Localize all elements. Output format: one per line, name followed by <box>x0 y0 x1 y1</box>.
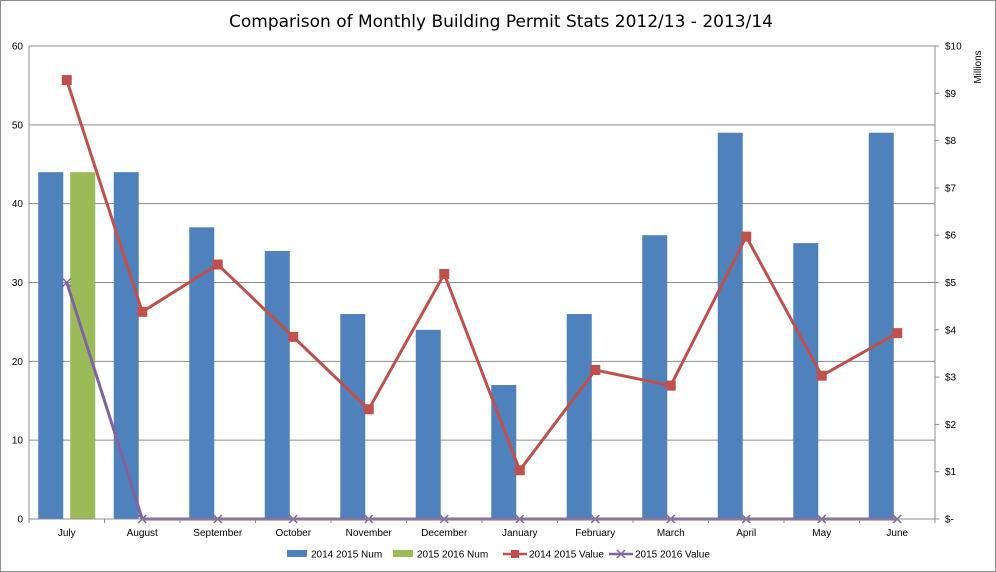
y-right-tick-label: $1 <box>945 467 957 478</box>
marker-square <box>439 268 450 279</box>
y-right-tick-label: $6 <box>945 231 957 242</box>
y-left-tick-label: 10 <box>12 436 24 447</box>
bar-2014-2015-num <box>189 227 215 520</box>
legend-label: 2015 2016 Value <box>635 550 710 561</box>
x-tick-label: November <box>346 528 393 539</box>
legend-item: 2015 2016 Num <box>393 550 488 561</box>
legend-marker <box>511 550 519 558</box>
axes-layer: 0 10 20 30 40 50 60 $- $1 $2 $3 $4 $5 $6 $7 $8 $9 $10 July… <box>12 42 962 540</box>
bar-2014-2015-num <box>868 132 894 519</box>
y-right-tick-label: $4 <box>945 325 957 336</box>
bar-2014-2015-num <box>717 132 743 519</box>
y-left-tick-label: 20 <box>12 357 24 368</box>
lines-layer <box>61 75 903 524</box>
line-2014-2015-value <box>65 79 898 474</box>
bar-2014-2015-num <box>566 314 592 519</box>
y-left-tick-label: 50 <box>12 120 24 131</box>
marker-square <box>816 370 827 381</box>
legend-label: 2014 2015 Num <box>311 550 382 561</box>
bars-layer <box>38 132 894 520</box>
legend-marker <box>616 549 626 559</box>
chart-title: Comparison of Monthly Building Permit St… <box>229 12 773 32</box>
bar-2014-2015-num <box>793 243 819 520</box>
x-tick-label: December <box>421 528 468 539</box>
y-right-tick-label: $3 <box>945 373 957 384</box>
marker-square <box>363 404 374 415</box>
y-left-tick-label: 30 <box>12 278 24 289</box>
y-right-tick-label: $- <box>945 515 954 526</box>
marker-square <box>137 306 148 317</box>
marker-x <box>62 277 72 288</box>
bar-2014-2015-num <box>113 172 139 519</box>
bar-2014-2015-num <box>642 235 668 519</box>
y-right-tick-label: $5 <box>945 278 957 289</box>
marker-square <box>212 259 223 270</box>
legend-item: 2015 2016 Value <box>609 549 710 561</box>
y-right-tick-label: $9 <box>945 89 957 100</box>
bar-2015-2016-num <box>70 172 96 519</box>
x-tick-label: March <box>657 528 685 539</box>
marker-square <box>61 75 72 86</box>
y-right-tick-label: $8 <box>945 136 957 147</box>
legend-swatch <box>393 550 413 557</box>
y-right-tick-label: $2 <box>945 420 957 431</box>
x-tick-label: October <box>275 528 311 539</box>
bar-2014-2015-num <box>38 172 64 519</box>
x-tick-label: February <box>575 528 615 539</box>
bar-2014-2015-num <box>415 329 441 519</box>
marker-square <box>288 331 299 342</box>
legend-label: 2014 2015 Value <box>529 550 604 561</box>
x-tick-label: August <box>127 528 158 539</box>
legend-swatch <box>287 550 307 557</box>
bar-2014-2015-num <box>264 250 290 519</box>
right-axis-label: Millions <box>973 50 984 83</box>
y-left-tick-label: 0 <box>17 515 23 526</box>
x-tick-label: May <box>812 528 831 539</box>
legend-item: 2014 2015 Value <box>503 550 604 561</box>
x-tick-label: April <box>736 528 756 539</box>
marker-square <box>514 465 525 476</box>
bar-2014-2015-num <box>340 314 366 519</box>
x-tick-label: June <box>886 528 908 539</box>
y-right-tick-label: $10 <box>945 42 962 53</box>
legend-item: 2014 2015 Num <box>287 550 382 561</box>
marker-square <box>892 328 903 339</box>
legend: 2014 2015 Num 2015 2016 Num 2014 2015 Valu… <box>287 549 710 561</box>
x-tick-label: January <box>502 528 538 539</box>
x-tick-label: July <box>58 528 76 539</box>
marker-square <box>665 380 676 391</box>
x-tick-label: September <box>193 528 243 539</box>
gridlines <box>29 45 935 520</box>
y-left-tick-label: 40 <box>12 199 24 210</box>
marker-square <box>741 231 752 242</box>
y-left-tick-label: 60 <box>12 42 24 53</box>
marker-square <box>590 365 601 376</box>
y-right-tick-label: $7 <box>945 183 957 194</box>
legend-label: 2015 2016 Num <box>417 550 488 561</box>
